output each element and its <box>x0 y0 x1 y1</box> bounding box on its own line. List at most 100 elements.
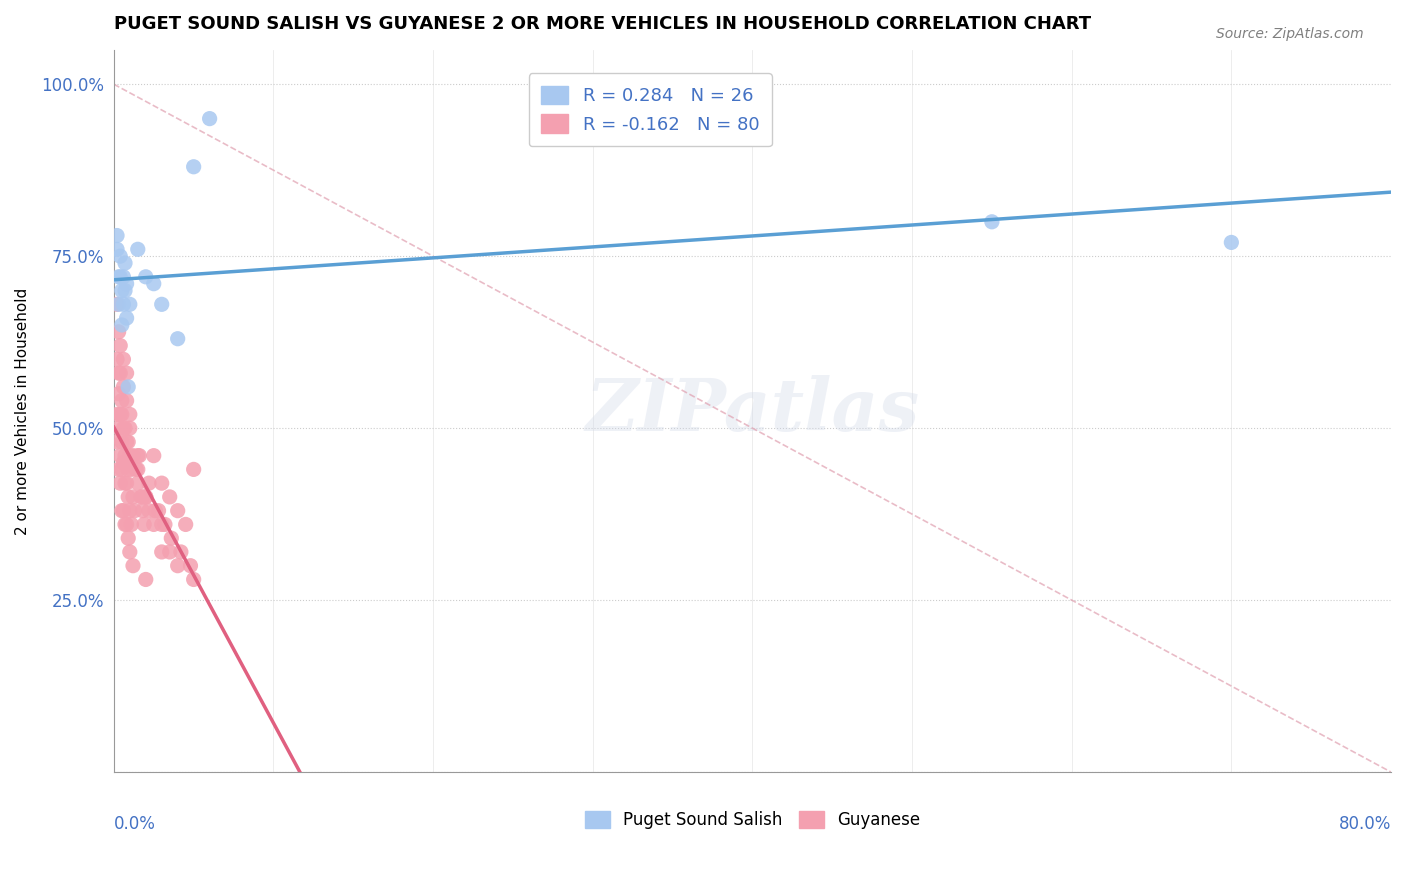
Point <box>107 366 129 380</box>
Point <box>135 490 157 504</box>
Point <box>105 408 128 422</box>
Point <box>115 311 138 326</box>
Point <box>160 531 183 545</box>
Point <box>148 504 170 518</box>
Point <box>118 408 141 422</box>
Text: 80.0%: 80.0% <box>1339 815 1391 833</box>
Point <box>135 269 157 284</box>
Point <box>118 449 141 463</box>
Point <box>159 545 181 559</box>
Point <box>127 242 149 256</box>
Point <box>107 386 129 401</box>
Point <box>134 517 156 532</box>
Point <box>122 558 145 573</box>
Text: PUGET SOUND SALISH VS GUYANESE 2 OR MORE VEHICLES IN HOUSEHOLD CORRELATION CHART: PUGET SOUND SALISH VS GUYANESE 2 OR MORE… <box>114 15 1091 33</box>
Point <box>107 462 129 476</box>
Point <box>117 434 139 449</box>
Point <box>112 297 135 311</box>
Point <box>114 421 136 435</box>
Point <box>114 517 136 532</box>
Point <box>118 504 141 518</box>
Point <box>183 462 205 476</box>
Point <box>111 318 134 332</box>
Point <box>114 449 136 463</box>
Point <box>112 380 135 394</box>
Point <box>1220 235 1243 250</box>
Point <box>107 269 129 284</box>
Point <box>117 490 139 504</box>
Point <box>129 490 152 504</box>
Point <box>183 160 205 174</box>
Point <box>980 215 1002 229</box>
Point <box>142 449 165 463</box>
Point <box>105 242 128 256</box>
Point <box>198 112 221 126</box>
Point <box>150 476 173 491</box>
Point <box>135 573 157 587</box>
Point <box>125 462 148 476</box>
Point <box>111 462 134 476</box>
Point <box>138 504 160 518</box>
Point <box>150 517 173 532</box>
Point <box>110 449 132 463</box>
Point <box>143 504 166 518</box>
Point <box>138 476 160 491</box>
Point <box>115 366 138 380</box>
Point <box>118 545 141 559</box>
Point <box>110 269 132 284</box>
Y-axis label: 2 or more Vehicles in Household: 2 or more Vehicles in Household <box>15 287 30 534</box>
Point <box>183 573 205 587</box>
Point <box>131 490 153 504</box>
Point <box>179 558 201 573</box>
Point <box>105 228 128 243</box>
Point <box>111 393 134 408</box>
Point <box>120 462 142 476</box>
Point <box>105 434 128 449</box>
Point <box>150 297 173 311</box>
Point <box>128 449 150 463</box>
Legend: Puget Sound Salish, Guyanese: Puget Sound Salish, Guyanese <box>578 805 927 836</box>
Point <box>131 504 153 518</box>
Point <box>111 284 134 298</box>
Point <box>120 517 142 532</box>
Point <box>114 476 136 491</box>
Point <box>105 352 128 367</box>
Point <box>127 449 149 463</box>
Point <box>105 297 128 311</box>
Point <box>112 269 135 284</box>
Point <box>110 408 132 422</box>
Point <box>122 490 145 504</box>
Point <box>174 517 197 532</box>
Point <box>166 332 188 346</box>
Point <box>112 504 135 518</box>
Point <box>150 545 173 559</box>
Point <box>112 456 135 470</box>
Point <box>110 366 132 380</box>
Point <box>127 462 149 476</box>
Point <box>170 545 193 559</box>
Point <box>159 490 181 504</box>
Point <box>107 325 129 339</box>
Point <box>117 462 139 476</box>
Point <box>153 517 176 532</box>
Point <box>115 476 138 491</box>
Point <box>118 297 141 311</box>
Point <box>107 297 129 311</box>
Point <box>135 490 157 504</box>
Text: ZIPatlas: ZIPatlas <box>585 376 920 446</box>
Point <box>142 517 165 532</box>
Point <box>115 393 138 408</box>
Point <box>122 449 145 463</box>
Point <box>114 284 136 298</box>
Point <box>142 277 165 291</box>
Point <box>107 421 129 435</box>
Point <box>115 517 138 532</box>
Text: Source: ZipAtlas.com: Source: ZipAtlas.com <box>1216 27 1364 41</box>
Point <box>166 504 188 518</box>
Point <box>124 504 146 518</box>
Point <box>111 408 134 422</box>
Point <box>110 476 132 491</box>
Point <box>111 504 134 518</box>
Point <box>127 476 149 491</box>
Point <box>118 421 141 435</box>
